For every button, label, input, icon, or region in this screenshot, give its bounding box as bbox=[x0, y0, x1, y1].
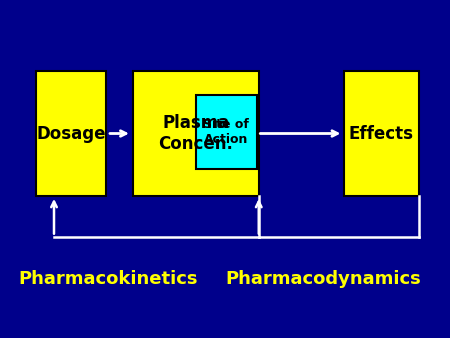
Text: Dosage: Dosage bbox=[36, 124, 106, 143]
Text: Effects: Effects bbox=[349, 124, 414, 143]
Text: Plasma
Concen.: Plasma Concen. bbox=[158, 114, 233, 153]
Bar bbox=[36, 71, 106, 196]
Bar bbox=[344, 71, 418, 196]
Text: Site of
Action: Site of Action bbox=[203, 118, 249, 146]
Bar bbox=[196, 95, 256, 169]
Text: Pharmacodynamics: Pharmacodynamics bbox=[225, 270, 421, 288]
Text: Pharmacokinetics: Pharmacokinetics bbox=[18, 270, 198, 288]
Bar bbox=[133, 71, 259, 196]
